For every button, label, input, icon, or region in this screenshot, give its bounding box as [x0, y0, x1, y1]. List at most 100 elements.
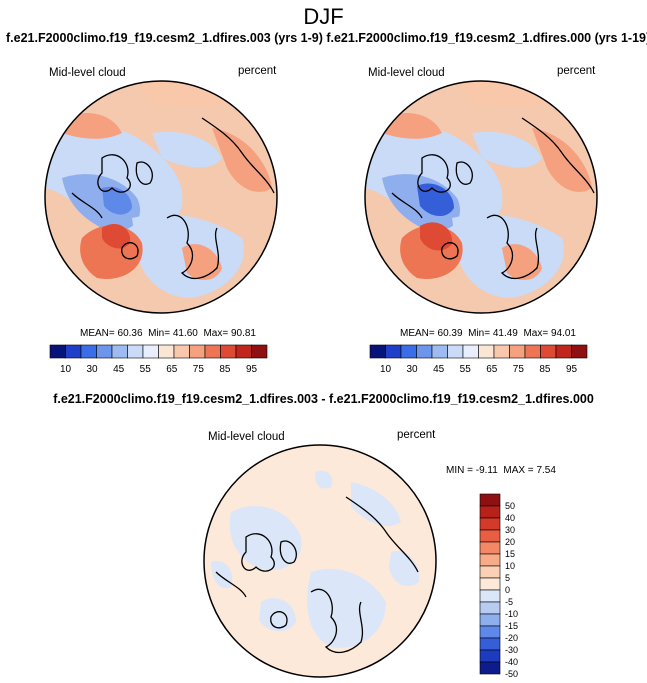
- max-value: 90.81: [230, 328, 256, 339]
- panel-title-control: f.e21.F2000climo.f19_f19.cesm2_1.dfires.…: [326, 31, 647, 45]
- colorbar-label: 10: [60, 364, 72, 375]
- colorbar-label: 85: [539, 364, 551, 375]
- colorbar-label: 55: [140, 364, 152, 375]
- colorbar-label: 45: [113, 364, 125, 375]
- colorbar-swatch: [509, 344, 526, 359]
- variable-label-test: Mid-level cloud: [49, 67, 126, 79]
- colorbar-swatch: [479, 553, 501, 567]
- colorbar-swatch: [49, 344, 66, 359]
- colorbar-swatch: [447, 344, 464, 359]
- colorbar-label: 15: [505, 549, 515, 559]
- colorbar-swatch: [478, 344, 495, 359]
- colorbar-swatch: [479, 565, 501, 579]
- colorbar-swatch: [479, 589, 501, 603]
- colorbar-control: 10 30 45 55 65 75 85 95: [369, 344, 588, 375]
- colorbar-label: -40: [505, 657, 518, 667]
- colorbar-swatch: [235, 344, 252, 359]
- colorbar-swatch: [479, 613, 501, 627]
- variable-label-control: Mid-level cloud: [368, 67, 445, 79]
- colorbar-label: 10: [380, 364, 392, 375]
- colorbar-swatch: [173, 344, 190, 359]
- colorbar-label: -10: [505, 609, 518, 619]
- colorbar-label: 55: [460, 364, 472, 375]
- colorbar-swatch: [431, 344, 448, 359]
- map-difference: [203, 444, 437, 678]
- colorbar-swatch: [416, 344, 433, 359]
- colorbar-swatch: [479, 661, 501, 675]
- colorbar-swatch: [479, 649, 501, 663]
- colorbar-swatch: [479, 601, 501, 615]
- colorbar-swatch: [127, 344, 144, 359]
- colorbar-swatch: [479, 505, 501, 519]
- colorbar-swatch: [251, 344, 268, 359]
- colorbar-label: -5: [505, 597, 513, 607]
- colorbar-swatch: [479, 517, 501, 531]
- colorbar-swatch: [479, 493, 501, 507]
- colorbar-swatch: [96, 344, 113, 359]
- colorbar-swatch: [571, 344, 588, 359]
- stats-control: MEAN= 60.39 Min= 41.49 Max= 94.01: [400, 328, 576, 339]
- colorbar-swatch: [80, 344, 97, 359]
- colorbar-label: 30: [505, 525, 515, 535]
- colorbar-swatch: [111, 344, 128, 359]
- min-value: 41.60: [172, 328, 198, 339]
- colorbar-label: 75: [513, 364, 525, 375]
- colorbar-label: -20: [505, 633, 518, 643]
- colorbar-swatch: [479, 637, 501, 651]
- colorbar-label: 45: [433, 364, 445, 375]
- max-value: 7.54: [536, 465, 556, 476]
- colorbar-swatch: [385, 344, 402, 359]
- colorbar-label: 30: [87, 364, 99, 375]
- colorbar-swatch: [400, 344, 417, 359]
- colorbar-label: 10: [505, 561, 515, 571]
- difference-title: f.e21.F2000climo.f19_f19.cesm2_1.dfires.…: [53, 392, 594, 406]
- colorbar-label: -50: [505, 669, 518, 677]
- colorbar-label: 85: [219, 364, 231, 375]
- colorbar-swatch: [369, 344, 386, 359]
- colorbar-swatch: [462, 344, 479, 359]
- figure-title: DJF: [303, 4, 344, 29]
- panel-title-test: f.e21.F2000climo.f19_f19.cesm2_1.dfires.…: [6, 31, 323, 45]
- colorbar-swatch: [524, 344, 541, 359]
- units-label-test: percent: [238, 65, 277, 77]
- colorbar-swatch: [479, 541, 501, 555]
- map-test: [44, 80, 278, 314]
- colorbar-test: 10 30 45 55 65 75 85 95: [49, 344, 268, 375]
- variable-label-diff: Mid-level cloud: [208, 431, 285, 443]
- units-label-diff: percent: [397, 429, 436, 441]
- stats-diff: MIN = -9.11 MAX = 7.54: [446, 465, 556, 476]
- colorbar-label: 30: [407, 364, 419, 375]
- colorbar-swatch: [189, 344, 206, 359]
- stats-test: MEAN= 60.36 Min= 41.60 Max= 90.81: [80, 328, 256, 339]
- min-value: -9.11: [475, 465, 498, 476]
- colorbar-label: 95: [246, 364, 258, 375]
- mean-value: 60.36: [117, 328, 143, 339]
- colorbar-swatch: [555, 344, 572, 359]
- colorbar-label: 40: [505, 513, 515, 523]
- colorbar-label: 65: [166, 364, 178, 375]
- map-control: [364, 80, 598, 314]
- panel-titles: f.e21.F2000climo.f19_f19.cesm2_1.dfires.…: [6, 31, 647, 45]
- colorbar-label: 50: [505, 501, 515, 511]
- colorbar-swatch: [142, 344, 159, 359]
- colorbar-label: 0: [505, 585, 510, 595]
- max-value: 94.01: [550, 328, 576, 339]
- colorbar-label: 95: [566, 364, 578, 375]
- colorbar-label: -30: [505, 645, 518, 655]
- min-value: 41.49: [492, 328, 518, 339]
- colorbar-label: 5: [505, 573, 510, 583]
- colorbar-label: 75: [193, 364, 205, 375]
- colorbar-swatch: [493, 344, 510, 359]
- colorbar-swatch: [540, 344, 557, 359]
- units-label-control: percent: [557, 65, 596, 77]
- mean-value: 60.39: [437, 328, 463, 339]
- colorbar-swatch: [204, 344, 221, 359]
- colorbar-swatch: [479, 577, 501, 591]
- colorbar-swatch: [479, 625, 501, 639]
- colorbar-swatch: [479, 529, 501, 543]
- colorbar-label: 65: [486, 364, 498, 375]
- colorbar-label: 20: [505, 537, 515, 547]
- colorbar-swatch: [158, 344, 175, 359]
- colorbar-swatch: [65, 344, 82, 359]
